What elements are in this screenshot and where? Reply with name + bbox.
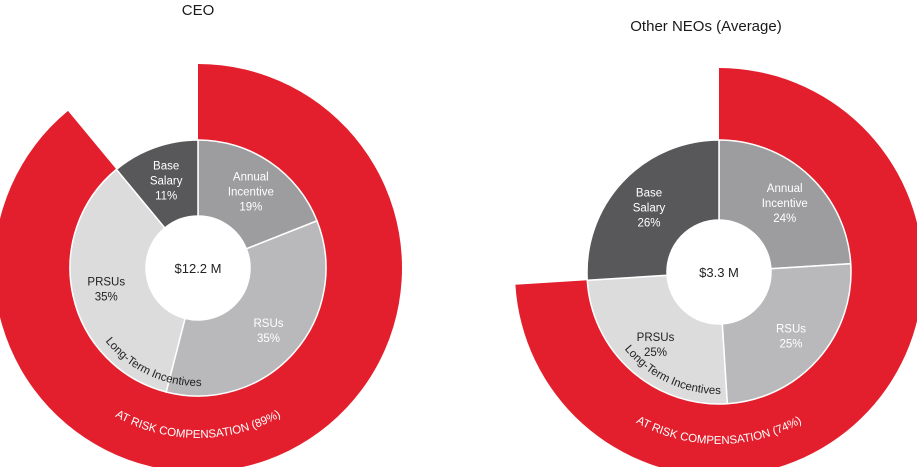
center-total-label: $12.2 M	[175, 261, 222, 276]
slice-label: Base Salary 11%	[150, 161, 183, 203]
chart-0: CEO $12.2 M Annual Incentive 19% RSUs 35% PRSUs…	[0, 2, 402, 467]
at-risk-ring	[515, 68, 917, 467]
slice-label: PRSUs 35%	[87, 277, 125, 304]
slice-label: Annual Incentive 19%	[228, 171, 274, 213]
pie-center	[146, 216, 250, 320]
pie-center	[667, 220, 771, 324]
at-risk-ring	[0, 64, 402, 467]
slice-label: PRSUs 25%	[637, 332, 675, 359]
chart-title: Other NEOs (Average)	[630, 18, 781, 35]
center-total-label: $3.3 M	[699, 265, 739, 280]
slice-label: Base Salary 26%	[633, 187, 666, 229]
chart-title: CEO	[182, 2, 215, 19]
chart-1: Other NEOs (Average) $3.3 M Annual Incentiv…	[515, 18, 917, 467]
slice-label: RSUs 25%	[776, 323, 806, 350]
slice-label: Annual Incentive 24%	[762, 183, 808, 225]
slice-label: RSUs 35%	[253, 318, 283, 345]
